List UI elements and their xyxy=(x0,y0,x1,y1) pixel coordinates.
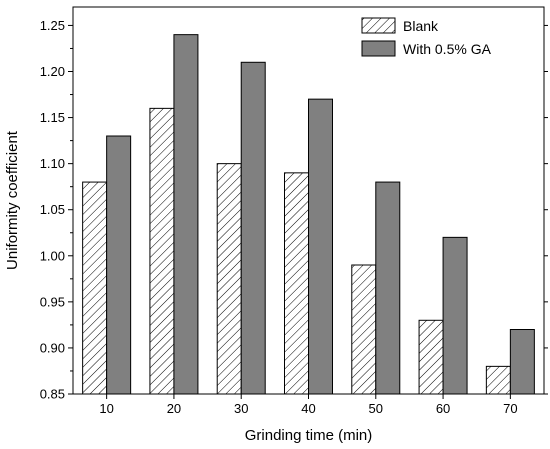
bar-blank-10 xyxy=(82,181,108,395)
x-tick-label: 50 xyxy=(369,401,383,416)
legend-label-blank: Blank xyxy=(403,18,439,34)
x-axis-title: Grinding time (min) xyxy=(245,427,373,444)
bar-blank-30 xyxy=(216,163,242,395)
bar-blank-70 xyxy=(485,365,511,395)
legend-label-ga: With 0.5% GA xyxy=(403,41,492,57)
y-tick-label: 1.25 xyxy=(40,18,65,33)
x-tick-label: 30 xyxy=(234,401,248,416)
bar-ga-20 xyxy=(173,34,199,395)
y-tick-label: 1.05 xyxy=(40,202,65,217)
bar-ga-30 xyxy=(240,61,266,395)
bars-group xyxy=(82,34,535,395)
x-tick-label: 40 xyxy=(301,401,315,416)
bar-blank-20 xyxy=(149,107,175,395)
legend: Blank With 0.5% GA xyxy=(361,17,492,57)
bar-ga-50 xyxy=(375,181,401,395)
y-tick-label: 1.10 xyxy=(40,156,65,171)
y-tick-label: 0.90 xyxy=(40,340,65,355)
bar-ga-40 xyxy=(308,98,333,395)
axis-ticks: 0.85 0.90 0.95 1.00 1.05 1.10 1.15 1.20 1.25 10 20… xyxy=(40,18,548,416)
x-tick-label: 10 xyxy=(99,401,113,416)
y-tick-label: 0.95 xyxy=(40,294,65,309)
legend-swatch-ga xyxy=(361,40,396,57)
bar-ga-60 xyxy=(442,236,468,395)
bar-blank-60 xyxy=(418,319,444,395)
y-axis-title: Uniformity coefficient xyxy=(4,130,21,270)
y-tick-label: 0.85 xyxy=(40,387,65,402)
bar-ga-10 xyxy=(106,135,132,395)
x-tick-label: 20 xyxy=(167,401,181,416)
y-tick-label: 1.20 xyxy=(40,64,65,79)
legend-swatch-blank xyxy=(361,17,396,34)
bar-ga-70 xyxy=(509,329,535,395)
bar-blank-50 xyxy=(351,264,377,395)
x-tick-label: 60 xyxy=(436,401,450,416)
y-tick-label: 1.15 xyxy=(40,110,65,125)
bar-blank-40 xyxy=(284,172,309,395)
y-tick-label: 1.00 xyxy=(40,248,65,263)
x-tick-label: 70 xyxy=(503,401,517,416)
